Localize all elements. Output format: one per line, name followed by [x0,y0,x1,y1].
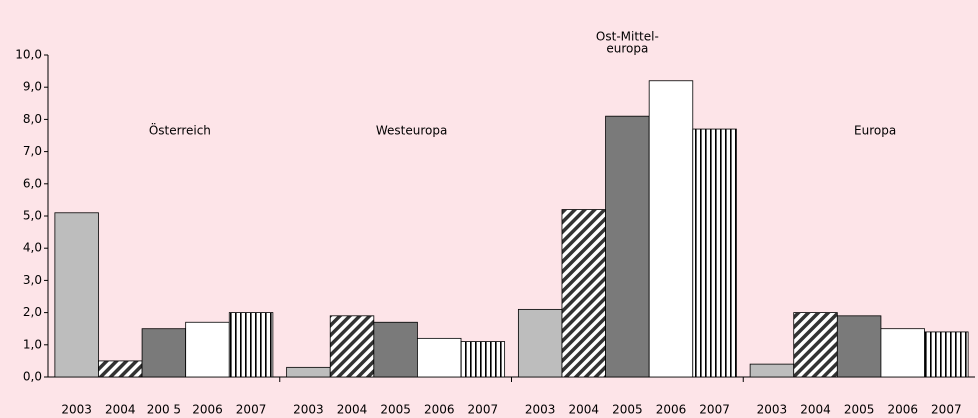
bar [793,312,838,378]
x-tick-label: 2007 [468,403,499,417]
x-tick-label: 2004 [569,403,600,417]
y-tick-label: 8,0 [23,112,42,126]
x-tick-label: 2006 [192,403,223,417]
bar [329,315,375,378]
bar [460,341,506,378]
x-tick-label: 2006 [424,403,455,417]
y-tick-label: 0,0 [23,370,42,384]
group-label: europa [606,41,648,55]
x-tick-label: 2004 [337,403,368,417]
bar [417,337,462,378]
y-tick-label: 3,0 [23,273,42,287]
x-tick-label: 2004 [800,403,831,417]
bar [517,308,563,378]
x-tick-label: 2004 [105,403,136,417]
bar [98,360,143,378]
x-tick-label: 2007 [931,403,962,417]
bar [373,321,418,378]
x-tick-label: 2005 [844,403,875,417]
bar [561,209,606,378]
x-tick-label: 2007 [699,403,730,417]
y-tick-label: 2,0 [23,305,42,319]
bar [648,80,694,378]
bar [54,212,99,378]
group-label: Ost-Mittel- [596,29,659,43]
bar [185,321,230,378]
x-tick-label: 2003 [61,403,92,417]
bar [880,328,925,378]
bar [286,366,331,378]
x-tick-label: 2006 [887,403,918,417]
bar [924,331,969,378]
bar [836,315,882,378]
x-tick-label: 2007 [236,403,267,417]
bar [692,128,737,378]
group-label: Westeuropa [376,124,447,138]
bar [749,363,795,378]
group-label: Europa [854,124,896,138]
bar [228,312,274,378]
bar [605,115,650,378]
y-tick-label: 4,0 [23,241,42,255]
x-tick-label: 2003 [757,403,788,417]
x-tick-label: 2005 [380,403,411,417]
x-tick-label: 2003 [525,403,556,417]
x-tick-label: 200 5 [147,403,181,417]
y-tick-label: 5,0 [23,209,42,223]
y-tick-label: 10,0 [15,48,42,62]
group-label: Österreich [149,122,211,138]
x-tick-label: 2005 [612,403,643,417]
x-tick-label: 2006 [656,403,687,417]
x-tick-label: 2003 [293,403,324,417]
y-tick-label: 9,0 [23,80,42,94]
y-tick-label: 1,0 [23,337,42,351]
bar [141,328,187,378]
y-tick-label: 6,0 [23,176,42,190]
y-tick-label: 7,0 [23,144,42,158]
